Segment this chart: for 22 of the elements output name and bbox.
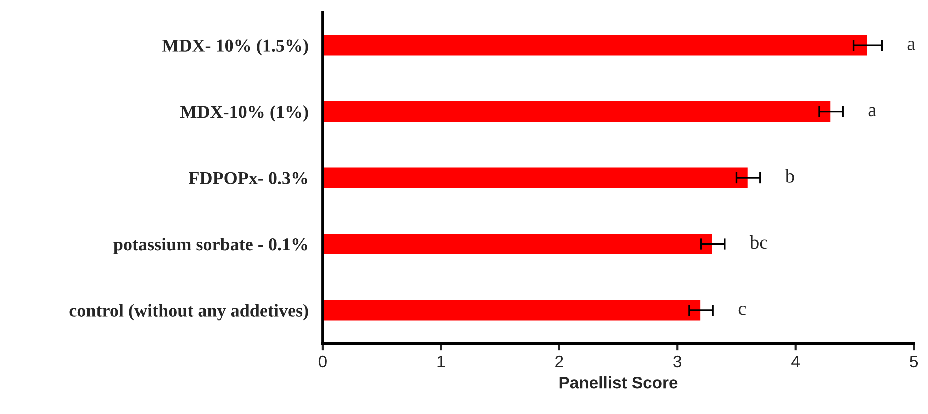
x-tick-label: 4 [792, 356, 800, 368]
bar [322, 34, 869, 58]
annotation: a [868, 107, 877, 117]
x-tick-label: 1 [438, 356, 445, 368]
annotation: b [785, 169, 794, 183]
annotation: a [908, 41, 916, 50]
bar [322, 232, 714, 256]
y-tick-label: potassium sorbate - 0.1% [114, 238, 308, 254]
annotation: c [738, 306, 746, 316]
x-tick-label: 2 [556, 356, 564, 368]
bar [322, 298, 702, 322]
x-axis-title: Panellist Score [560, 376, 678, 389]
bar [322, 100, 832, 124]
x-tick-label: 3 [674, 356, 682, 368]
x-tick-label: 0 [318, 356, 327, 368]
x-tick-label: 5 [910, 356, 918, 368]
y-tick-label: FDPOPx- 0.3% [189, 172, 308, 185]
bar [322, 166, 750, 190]
y-tick-label: MDX- 10% (1.5%) [162, 39, 308, 56]
y-tick-label: MDX-10% (1%) [180, 106, 308, 122]
y-tick-label: control (without any addetives) [70, 304, 308, 321]
annotation: bc [750, 235, 768, 250]
